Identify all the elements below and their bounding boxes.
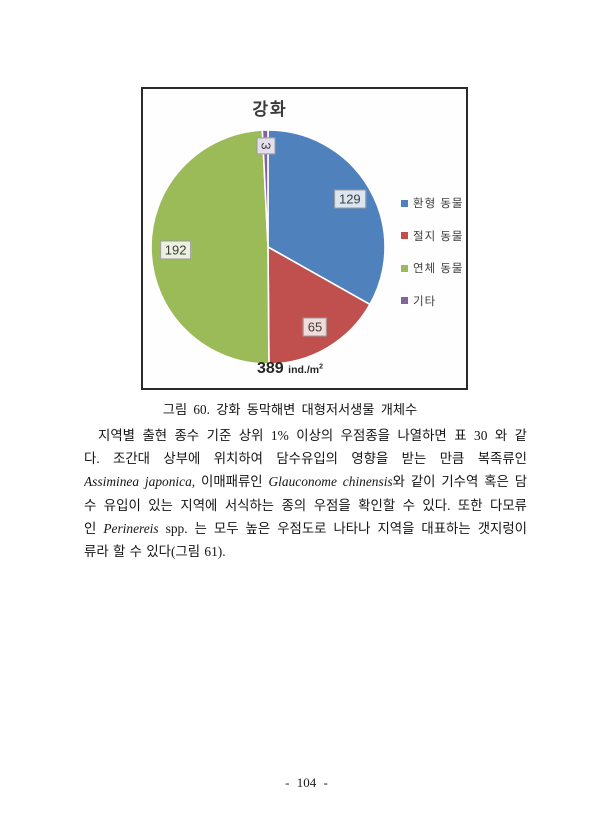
body-paragraph: 지역별 출현 종수 기준 상위 1% 이상의 우점종을 나열하면 표 30 와 … bbox=[84, 424, 527, 563]
chart-title: 강화 bbox=[252, 100, 288, 119]
pie-slice-2 bbox=[150, 129, 270, 365]
text-segment: 다. 조간대 상부에 위치하여 담수유입의 영향을 받는 만큼 복족류인 bbox=[84, 451, 527, 467]
legend-swatch-icon bbox=[401, 199, 408, 207]
legend-swatch-icon bbox=[401, 297, 408, 305]
text-segment: 이매패류인 bbox=[195, 474, 269, 490]
text-segment: 지역별 출현 종수 기준 상위 1% 이상의 우점종을 나열하면 표 30 와 … bbox=[98, 428, 527, 443]
pie-chart bbox=[150, 129, 386, 365]
legend-label: 환형 동물 bbox=[413, 198, 464, 211]
legend-item: 기타 bbox=[401, 285, 464, 318]
paragraph-line: 인 Perinereis spp. 는 모두 높은 우점도로 나타나 지역을 대… bbox=[84, 517, 527, 540]
species-name: Glauconome chinensis bbox=[268, 474, 393, 490]
pie-slice-1 bbox=[267, 246, 371, 365]
total-value: 389 bbox=[257, 360, 284, 377]
total-density-label: 389 ind./m2 bbox=[190, 360, 390, 378]
text-segment: 류라 할 수 있다(그림 61). bbox=[84, 543, 226, 559]
paragraph-line: Assiminea japonica, 이매패류인 Glauconome chi… bbox=[84, 470, 527, 493]
legend-item: 연체 동물 bbox=[401, 252, 464, 285]
page-number: - 104 - bbox=[285, 775, 328, 790]
legend-item: 환형 동물 bbox=[401, 187, 464, 220]
legend-label: 절지 동물 bbox=[413, 230, 464, 243]
paragraph-line: 수 유입이 있는 지역에 서식하는 종의 우점을 확인할 수 있다. 또한 다모… bbox=[84, 494, 527, 517]
legend-label: 연체 동물 bbox=[413, 263, 464, 276]
species-name: Perinereis bbox=[103, 520, 159, 536]
species-name: Assiminea japonica, bbox=[84, 474, 196, 490]
paragraph-line: 다. 조간대 상부에 위치하여 담수유입의 영향을 받는 만큼 복족류인 bbox=[84, 447, 527, 470]
legend-swatch-icon bbox=[401, 264, 408, 272]
legend-label: 기타 bbox=[413, 295, 437, 308]
legend-swatch-icon bbox=[401, 232, 408, 240]
total-unit: ind./m2 bbox=[288, 363, 323, 377]
text-segment: 인 bbox=[84, 520, 104, 536]
paragraph-line: 류라 할 수 있다(그림 61). bbox=[84, 540, 527, 563]
text-segment: 와 같이 기수역 혹은 담 bbox=[392, 474, 527, 490]
text-segment: 수 유입이 있는 지역에 서식하는 종의 우점을 확인할 수 있다. 또한 다모… bbox=[84, 497, 527, 513]
legend-item: 절지 동물 bbox=[401, 220, 464, 253]
pie-slice-3 bbox=[261, 129, 269, 248]
figure-60-chart: 129 65 192 3 강화 환형 동물 절지 동물 연체 동물 기타 389 ind./… bbox=[141, 87, 468, 390]
text-segment: spp. 는 모두 높은 우점도로 나타나 지역을 대표하는 갯지렁이 bbox=[158, 520, 527, 536]
pie-slice-0 bbox=[267, 129, 386, 306]
paragraph-line: 지역별 출현 종수 기준 상위 1% 이상의 우점종을 나열하면 표 30 와 … bbox=[84, 424, 527, 447]
figure-caption: 그림 60. 강화 동막해변 대형저서생물 개체수 bbox=[162, 402, 418, 417]
